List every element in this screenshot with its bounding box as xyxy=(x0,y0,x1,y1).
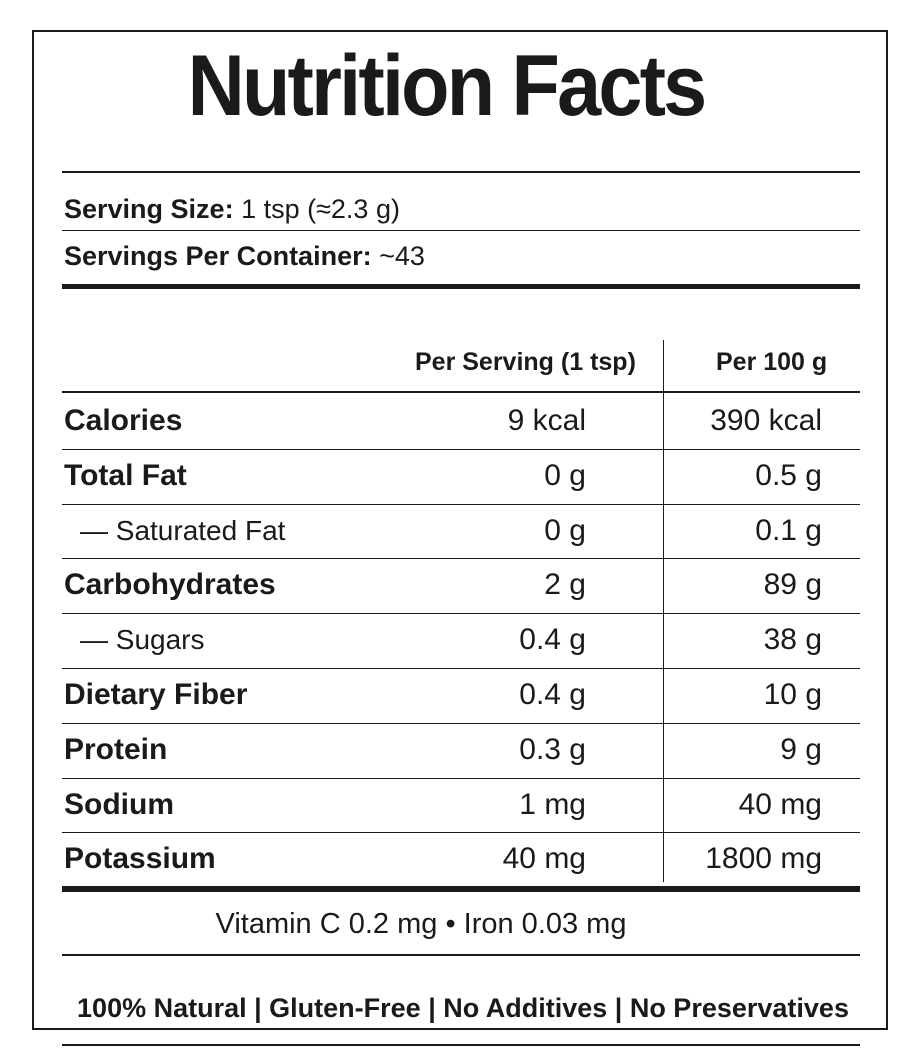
column-header-per-100g: Per 100 g xyxy=(716,348,828,376)
per-100g-value: 40 mg xyxy=(738,788,822,821)
rule-bottom xyxy=(62,1044,860,1046)
rule-micronutrients xyxy=(62,954,860,956)
servings-per-container: Servings Per Container: ~43 xyxy=(64,240,425,272)
row-divider xyxy=(62,449,860,450)
per-100g-value: 9 g xyxy=(780,733,822,766)
per-100g-value: 0.5 g xyxy=(755,459,822,492)
per-serving-value: 2 g xyxy=(544,568,586,601)
per-serving-value: 1 mg xyxy=(519,788,586,821)
row-divider xyxy=(62,613,860,614)
row-divider xyxy=(62,778,860,779)
rule-thick-top xyxy=(62,284,860,289)
nutrient-name: — Sugars xyxy=(80,624,205,655)
per-serving-value: 0.4 g xyxy=(519,678,586,711)
nutrient-name: Total Fat xyxy=(64,459,187,492)
label-frame xyxy=(32,30,888,1030)
per-100g-value: 0.1 g xyxy=(755,514,822,547)
label-title: Nutrition Facts xyxy=(187,38,708,134)
table-row: — Sugars 0.4 g 38 g xyxy=(62,613,860,667)
rule-top xyxy=(62,171,860,173)
row-divider xyxy=(62,558,860,559)
table-row: Total Fat 0 g 0.5 g xyxy=(62,449,860,503)
rule-serving xyxy=(62,230,860,231)
column-header-per-serving: Per Serving (1 tsp) xyxy=(415,348,636,376)
nutrient-name: Calories xyxy=(64,404,183,437)
table-row: Potassium 40 mg 1800 mg xyxy=(62,832,860,886)
nutrient-name: Dietary Fiber xyxy=(64,678,248,711)
per-serving-value: 0.3 g xyxy=(519,733,586,766)
servings-per-container-value: ~43 xyxy=(371,241,425,271)
serving-size-label: Serving Size: xyxy=(64,194,234,224)
per-serving-value: 40 mg xyxy=(502,842,586,875)
row-divider xyxy=(62,668,860,669)
table-row: Carbohydrates 2 g 89 g xyxy=(62,558,860,612)
per-100g-value: 38 g xyxy=(763,623,822,656)
table-row: Sodium 1 mg 40 mg xyxy=(62,778,860,832)
per-serving-value: 0 g xyxy=(544,514,586,547)
per-serving-value: 0 g xyxy=(544,459,586,492)
product-claims: 100% Natural | Gluten-Free | No Additive… xyxy=(77,993,849,1023)
table-row: Dietary Fiber 0.4 g 10 g xyxy=(62,668,860,722)
row-divider xyxy=(62,504,860,505)
table-row: — Saturated Fat 0 g 0.1 g xyxy=(62,504,860,558)
rule-thick-bottom xyxy=(62,886,860,892)
table-row: Calories 9 kcal 390 kcal xyxy=(62,394,860,448)
per-100g-value: 390 kcal xyxy=(710,404,822,437)
per-serving-value: 9 kcal xyxy=(507,404,586,437)
row-divider xyxy=(62,723,860,724)
servings-per-container-label: Servings Per Container: xyxy=(64,241,372,271)
per-serving-value: 0.4 g xyxy=(519,623,586,656)
nutrient-name: Sodium xyxy=(64,788,174,821)
nutrient-name: Carbohydrates xyxy=(64,568,276,601)
per-100g-value: 10 g xyxy=(763,678,822,711)
per-100g-value: 89 g xyxy=(763,568,822,601)
nutrient-name: — Saturated Fat xyxy=(80,515,286,546)
row-divider xyxy=(62,832,860,833)
table-row: Protein 0.3 g 9 g xyxy=(62,723,860,777)
micronutrients: Vitamin C 0.2 mg • Iron 0.03 mg xyxy=(215,908,627,940)
nutrient-name: Potassium xyxy=(64,842,216,875)
column-divider xyxy=(663,340,664,882)
serving-size: Serving Size: 1 tsp (≈2.3 g) xyxy=(64,193,400,225)
rule-header xyxy=(62,391,860,393)
nutrient-name: Protein xyxy=(64,733,168,766)
serving-size-value: 1 tsp (≈2.3 g) xyxy=(233,194,400,224)
per-100g-value: 1800 mg xyxy=(705,842,822,875)
